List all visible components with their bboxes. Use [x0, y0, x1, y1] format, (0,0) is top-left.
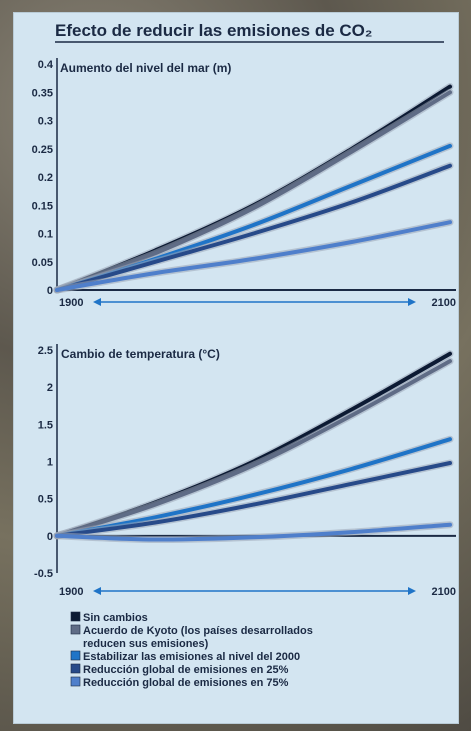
- temperature-y-tick-label: 0.5: [38, 494, 53, 506]
- temperature-y-tick-label: 2.5: [38, 345, 53, 357]
- sea-level-y-tick-label: 0.25: [32, 144, 53, 156]
- sea-level-y-tick-label: 0.4: [38, 59, 54, 71]
- temperature-plot: -0.5 0 0.5 1 1.5 2 2.5 1900 2100: [34, 344, 456, 598]
- temperature-x-tick-label-start: 1900: [59, 586, 83, 598]
- legend-label-1: Sin cambios: [83, 612, 148, 624]
- sea-level-y-tick-label: 0.05: [32, 257, 53, 269]
- temperature-series-line-5: [55, 522, 452, 542]
- sea-level-x-range-arrow-right: [408, 298, 416, 306]
- temperature-y-tick-label: 2: [47, 382, 53, 394]
- sea-level-y-tick-label: 0.2: [38, 172, 53, 184]
- sea-level-y-tick-label: 0.35: [32, 87, 53, 99]
- legend-swatch-3: [70, 650, 81, 661]
- legend-swatch-4: [70, 663, 81, 674]
- temperature-series-line-2: [55, 359, 452, 538]
- temperature-x-tick-label-end: 2100: [432, 586, 456, 598]
- legend-label-2: Acuerdo de Kyoto (los países desarrollad…: [83, 625, 313, 637]
- chart-title: Efecto de reducir las emisiones de CO₂: [55, 21, 372, 40]
- legend-label-3: Estabilizar las emisiones al nivel del 2…: [83, 651, 300, 663]
- temperature-y-tick-label: 0: [47, 531, 53, 543]
- sea-level-y-tick-label: 0.1: [38, 229, 53, 241]
- sea-level-subtitle: Aumento del nivel del mar (m): [60, 61, 231, 75]
- temperature-series-line-4: [55, 461, 452, 538]
- sea-level-plot: 0 0.05 0.1 0.15 0.2 0.25 0.3 0.35 0.4 1900 2100: [32, 58, 456, 309]
- sea-level-y-tick-label: 0.3: [38, 116, 53, 128]
- sea-level-series-line-4: [55, 163, 452, 292]
- temperature-y-tick-label: -0.5: [34, 568, 53, 580]
- temperature-x-range-arrow-right: [408, 587, 416, 595]
- sea-level-y-tick-label: 0.15: [32, 200, 53, 212]
- temperature-y-tick-label: 1.5: [38, 419, 53, 431]
- legend-swatch-2: [70, 624, 81, 635]
- temperature-y-tick-label: 1: [47, 457, 53, 469]
- sea-level-x-range-arrow-left: [93, 298, 101, 306]
- legend-label-5: Reducción global de emisiones en 75%: [83, 677, 289, 689]
- temperature-series-halo-1: [53, 350, 454, 540]
- legend-label-4: Reducción global de emisiones en 25%: [83, 664, 289, 676]
- temperature-series-line-1: [55, 351, 452, 538]
- sea-level-series-line-5: [55, 220, 452, 292]
- legend-swatch-5: [70, 676, 81, 687]
- sea-level-x-tick-label-start: 1900: [59, 297, 83, 309]
- sea-level-x-tick-label-end: 2100: [432, 297, 456, 309]
- temperature-x-range-arrow-left: [93, 587, 101, 595]
- legend-swatch-1: [70, 611, 81, 622]
- legend-label-2: reducen sus emisiones): [83, 638, 209, 650]
- sea-level-y-tick-label: 0: [47, 285, 53, 297]
- temperature-subtitle: Cambio de temperatura (°C): [61, 347, 220, 361]
